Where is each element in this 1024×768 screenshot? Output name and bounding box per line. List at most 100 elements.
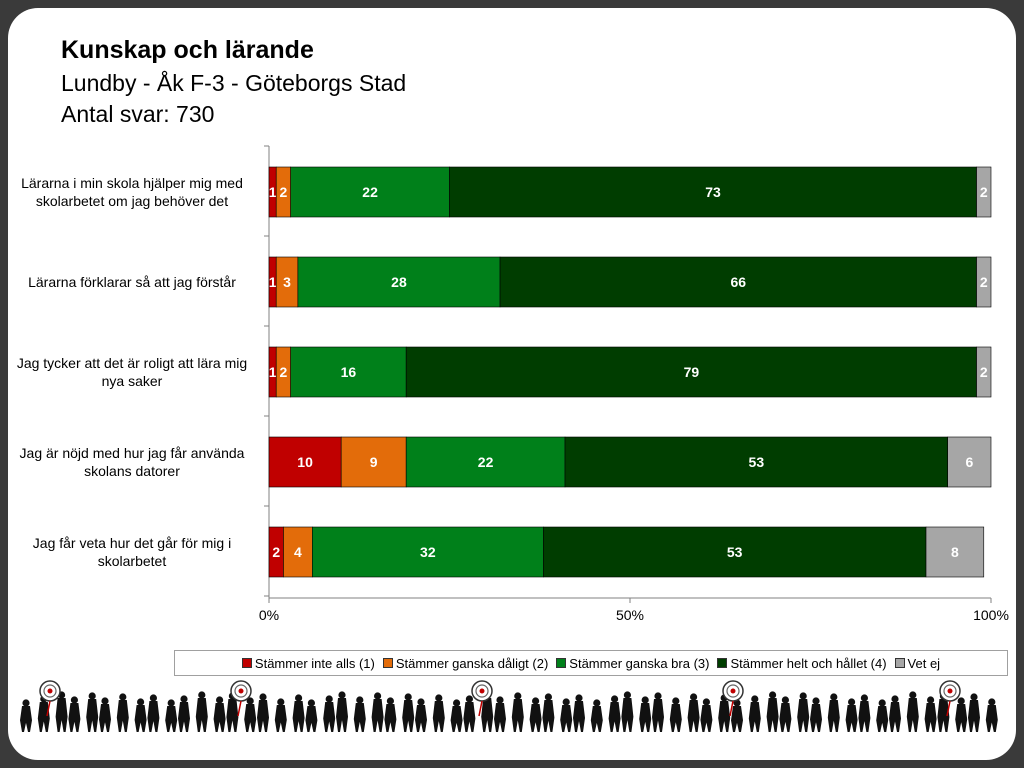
person-silhouette-body [481, 698, 494, 732]
target-icon [234, 684, 248, 698]
person-silhouette-head [970, 693, 978, 701]
slide: Kunskap och lärande Lundby - Åk F-3 - Gö… [8, 8, 1016, 760]
legend-swatch [556, 658, 567, 668]
person-silhouette-head [654, 692, 662, 700]
person-silhouette-head [988, 698, 996, 706]
bar-value-label: 2 [980, 184, 988, 200]
target-icon [726, 684, 740, 698]
person-silhouette-body [20, 706, 32, 732]
bar-segment [499, 256, 977, 308]
person-silhouette-body [590, 706, 603, 732]
person-silhouette-head [830, 693, 838, 701]
legend-label: Stämmer ganska bra (3) [569, 655, 710, 671]
person-silhouette-body [68, 703, 81, 732]
category-label: Jag får veta hur det går för mig i [33, 535, 231, 551]
person-silhouette-body [858, 701, 871, 732]
person-silhouette-body [827, 700, 840, 732]
category-label: Lärarna i min skola hjälper mig med [21, 175, 243, 191]
person-silhouette-body [906, 698, 919, 732]
target-pin-icon [478, 700, 483, 717]
person-silhouette-head [198, 691, 206, 699]
person-silhouette-body [937, 699, 950, 732]
person-silhouette-body [494, 703, 506, 732]
person-silhouette-body [244, 704, 257, 732]
person-silhouette-head [180, 695, 188, 703]
bar-value-label: 2 [980, 364, 988, 380]
legend-label: Stämmer helt och hållet (4) [730, 655, 887, 671]
category-label: Lärarna förklarar så att jag förstår [28, 274, 236, 290]
person-silhouette-head [891, 695, 899, 703]
bar-value-label: 32 [420, 544, 436, 560]
bar-segment [405, 346, 977, 398]
bar-segment [290, 166, 450, 218]
person-silhouette-body [700, 705, 713, 732]
person-silhouette-head [167, 699, 175, 707]
person-silhouette-head [88, 692, 96, 700]
person-silhouette-head [307, 699, 315, 707]
person-silhouette-head [799, 692, 807, 700]
person-silhouette-body [336, 698, 348, 732]
bar-value-label: 10 [297, 454, 313, 470]
person-silhouette-head [325, 695, 333, 703]
legend-swatch [241, 658, 252, 668]
bar-segment [405, 436, 566, 488]
person-silhouette-body [652, 699, 664, 732]
person-silhouette-head [575, 694, 583, 702]
bar-value-label: 73 [705, 184, 721, 200]
person-silhouette-head [417, 698, 425, 706]
person-silhouette-body [810, 704, 822, 732]
bar-value-label: 66 [731, 274, 747, 290]
person-silhouette-body [402, 700, 415, 732]
person-silhouette-body [178, 702, 190, 732]
chart-title: Kunskap och lärande [61, 36, 314, 64]
person-silhouette-body [748, 702, 761, 732]
person-silhouette-body [134, 705, 147, 732]
person-silhouette-head [338, 691, 346, 699]
bar-segment [564, 436, 948, 488]
person-silhouette-body [529, 704, 542, 732]
bar-value-label: 28 [391, 274, 407, 290]
person-silhouette-head [781, 696, 790, 704]
person-silhouette-head [465, 695, 473, 703]
bar-value-label: 53 [727, 544, 743, 560]
category-label: skolans datorer [84, 463, 180, 479]
bar-segment [925, 526, 985, 578]
bar-segment [283, 526, 313, 578]
person-silhouette-body [573, 701, 585, 732]
person-silhouette-head [246, 697, 254, 705]
bar-segment [543, 526, 927, 578]
person-silhouette-body [86, 699, 99, 732]
person-silhouette-body [985, 705, 998, 732]
person-silhouette-head [101, 697, 109, 705]
person-silhouette-body [353, 703, 366, 732]
person-silhouette-body [511, 699, 524, 732]
person-silhouette-body [323, 702, 336, 732]
person-silhouette-head [562, 698, 570, 706]
category-label: Jag är nöjd med hur jag får använda [20, 445, 245, 461]
person-silhouette-body [37, 702, 50, 732]
person-silhouette-head [22, 699, 30, 707]
legend-swatch [382, 658, 393, 668]
bar-value-label: 1 [269, 364, 277, 380]
person-silhouette-head [532, 697, 540, 705]
person-silhouette-head [860, 694, 869, 702]
bar-value-label: 16 [341, 364, 357, 380]
person-silhouette-head [957, 697, 965, 705]
person-silhouette-body [195, 698, 208, 732]
target-icon [238, 688, 244, 694]
person-silhouette-body [292, 701, 305, 732]
person-silhouette-body [889, 702, 901, 732]
bar-value-label: 53 [749, 454, 765, 470]
bar-value-label: 22 [478, 454, 494, 470]
bar-value-label: 3 [283, 274, 291, 290]
person-silhouette-head [878, 699, 886, 707]
person-silhouette-head [295, 694, 303, 702]
bar-segment [449, 166, 977, 218]
person-silhouette-body [432, 701, 445, 732]
response-count: Antal svar: 730 [61, 101, 215, 127]
person-silhouette-body [797, 699, 810, 732]
person-silhouette-body [542, 700, 555, 732]
person-silhouette-head [374, 692, 382, 700]
legend-swatch [894, 658, 905, 668]
